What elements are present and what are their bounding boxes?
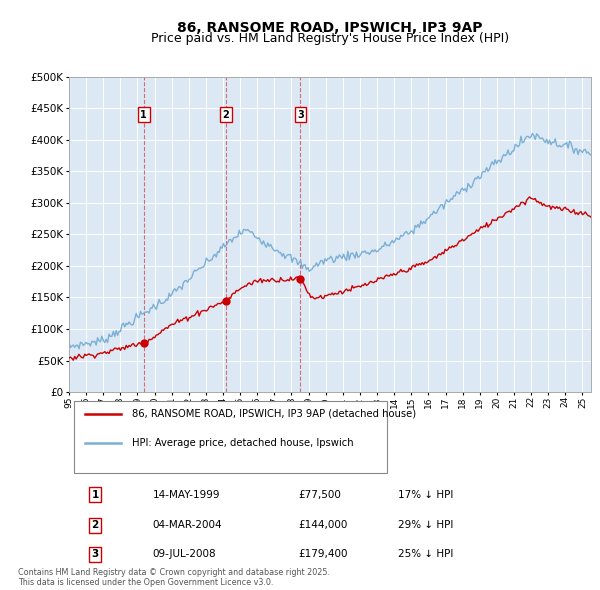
Text: 86, RANSOME ROAD, IPSWICH, IP3 9AP (detached house): 86, RANSOME ROAD, IPSWICH, IP3 9AP (deta… bbox=[131, 409, 416, 419]
Text: 17% ↓ HPI: 17% ↓ HPI bbox=[398, 490, 453, 500]
Text: £77,500: £77,500 bbox=[299, 490, 341, 500]
Text: 29% ↓ HPI: 29% ↓ HPI bbox=[398, 520, 453, 530]
Text: 04-MAR-2004: 04-MAR-2004 bbox=[152, 520, 222, 530]
Text: 14-MAY-1999: 14-MAY-1999 bbox=[152, 490, 220, 500]
Text: 2: 2 bbox=[91, 520, 99, 530]
Text: 3: 3 bbox=[91, 549, 99, 559]
Text: 1: 1 bbox=[91, 490, 99, 500]
Text: 09-JUL-2008: 09-JUL-2008 bbox=[152, 549, 216, 559]
FancyBboxPatch shape bbox=[74, 401, 388, 473]
Text: 25% ↓ HPI: 25% ↓ HPI bbox=[398, 549, 453, 559]
Text: Contains HM Land Registry data © Crown copyright and database right 2025.
This d: Contains HM Land Registry data © Crown c… bbox=[18, 568, 330, 587]
Text: 1: 1 bbox=[140, 110, 147, 120]
Text: Price paid vs. HM Land Registry's House Price Index (HPI): Price paid vs. HM Land Registry's House … bbox=[151, 32, 509, 45]
Text: £179,400: £179,400 bbox=[299, 549, 348, 559]
Text: 2: 2 bbox=[223, 110, 229, 120]
Text: 3: 3 bbox=[297, 110, 304, 120]
Text: 86, RANSOME ROAD, IPSWICH, IP3 9AP: 86, RANSOME ROAD, IPSWICH, IP3 9AP bbox=[177, 21, 483, 35]
Text: £144,000: £144,000 bbox=[299, 520, 348, 530]
Text: HPI: Average price, detached house, Ipswich: HPI: Average price, detached house, Ipsw… bbox=[131, 438, 353, 448]
